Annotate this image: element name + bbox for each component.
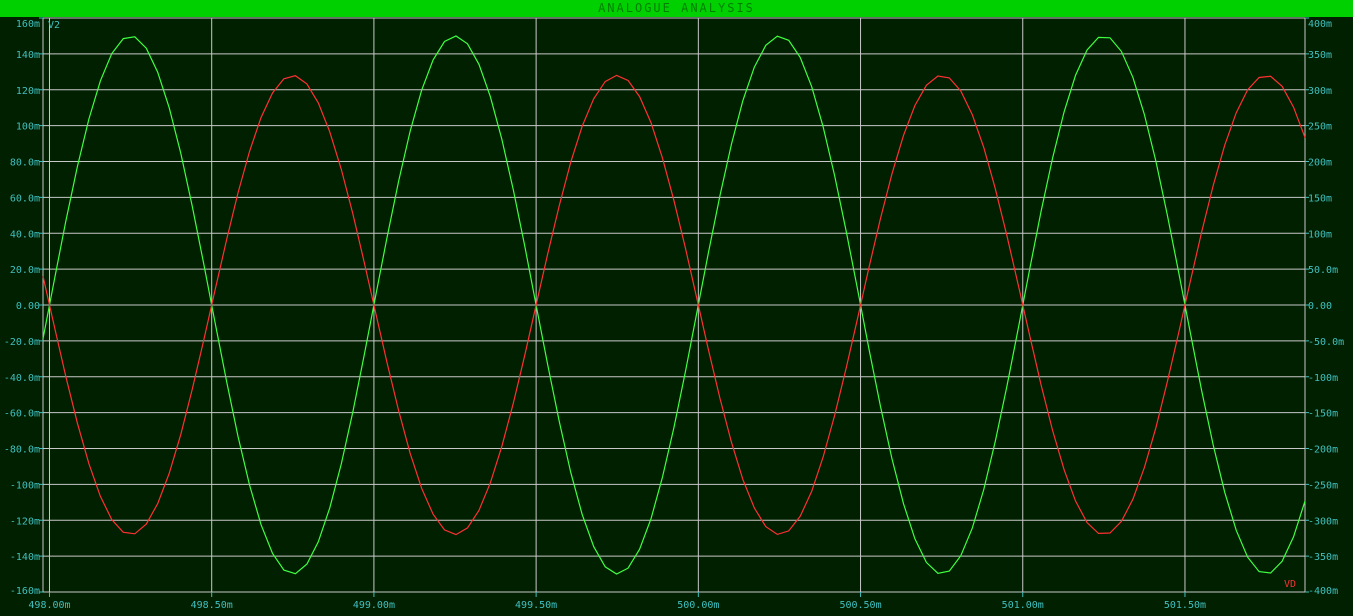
x-tick-label: 498.00m: [28, 600, 70, 611]
series-line-vd: [42, 74, 1306, 536]
left-tick-label: 40.0m: [10, 229, 40, 240]
right-tick-label: -200m: [1308, 445, 1338, 456]
right-tick-label: -100m: [1308, 373, 1338, 384]
right-tick-label: 0.00: [1308, 301, 1332, 312]
x-tick-label: 498.50m: [191, 600, 233, 611]
series-line-v2: [42, 35, 1306, 575]
x-tick-label: 501.00m: [1002, 600, 1044, 611]
x-tick-label: 500.50m: [839, 600, 881, 611]
right-tick-label: 250m: [1308, 122, 1332, 133]
right-tick-label: 150m: [1308, 193, 1332, 204]
left-tick-label: -120m: [10, 516, 40, 527]
x-tick-label: 499.50m: [515, 600, 557, 611]
x-tick-label: 499.00m: [353, 600, 395, 611]
left-tick-label: 140m: [16, 50, 40, 61]
left-tick-label: -40.0m: [4, 373, 40, 384]
left-tick-label: 100m: [16, 122, 40, 133]
left-tick-label: -20.0m: [4, 337, 40, 348]
right-axis-ticks: 400m 350m 300m 250m 200m 150m 100m 50.0m 0.00 -50…: [1305, 17, 1344, 597]
right-tick-label: 100m: [1308, 229, 1332, 240]
series-label-vd: VD: [1284, 579, 1296, 590]
left-tick-label: 80.0m: [10, 158, 40, 169]
x-tick-label: 501.50m: [1164, 600, 1206, 611]
right-tick-label: -400m: [1308, 586, 1338, 597]
left-tick-label: -60.0m: [4, 409, 40, 420]
series-layer: [42, 35, 1306, 575]
right-tick-label: 50.0m: [1308, 265, 1338, 276]
right-tick-label: -350m: [1308, 552, 1338, 563]
title-bar: [0, 0, 1353, 17]
right-tick-label: -150m: [1308, 409, 1338, 420]
left-axis-ticks: 160m 140m 120m 100m 80.0m 60.0m 40.0m 20.0m 0.00…: [4, 17, 43, 597]
left-tick-label: 160m: [16, 19, 40, 30]
right-tick-label: 400m: [1308, 19, 1332, 30]
window-title: ANALOGUE ANALYSIS: [598, 1, 755, 15]
left-tick-label: 20.0m: [10, 265, 40, 276]
right-tick-label: 300m: [1308, 86, 1332, 97]
left-tick-label: -160m: [10, 586, 40, 597]
left-tick-label: 0.00: [16, 301, 40, 312]
left-tick-label: -80.0m: [4, 445, 40, 456]
left-tick-label: 60.0m: [10, 193, 40, 204]
right-tick-label: -250m: [1308, 480, 1338, 491]
right-tick-label: -300m: [1308, 516, 1338, 527]
right-tick-label: -50.0m: [1308, 337, 1344, 348]
x-tick-label: 500.00m: [677, 600, 719, 611]
left-tick-label: -100m: [10, 480, 40, 491]
series-label-v2: V2: [48, 20, 60, 31]
right-tick-label: 350m: [1308, 50, 1332, 61]
x-axis-ticks: 498.00m 498.50m 499.00m 499.50m 500.00m 500.5…: [28, 592, 1206, 611]
right-tick-label: 200m: [1308, 158, 1332, 169]
left-tick-label: -140m: [10, 552, 40, 563]
left-tick-label: 120m: [16, 86, 40, 97]
